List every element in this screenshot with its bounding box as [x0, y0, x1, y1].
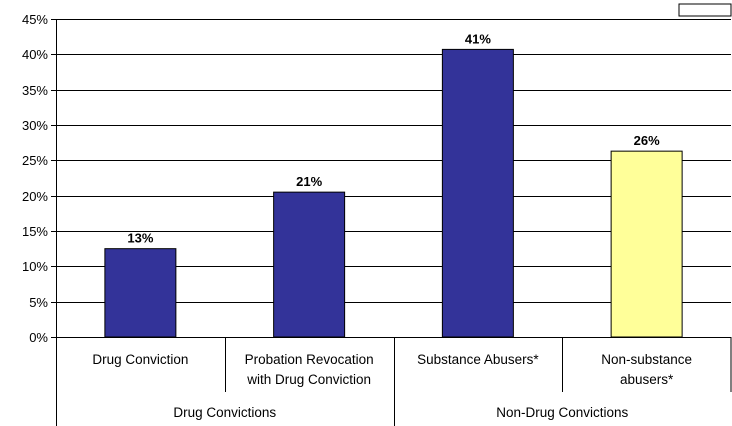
data-label: 26% [634, 133, 660, 148]
group-label: Drug Convictions [173, 405, 276, 420]
group-labels: Drug Convictions Non-Drug Convictions [173, 405, 628, 420]
bar [610, 150, 683, 338]
y-tick-label: 30% [22, 118, 48, 133]
category-label: abusers* [620, 372, 674, 387]
category-label: Drug Conviction [92, 352, 188, 367]
group-label: Non-Drug Convictions [496, 405, 628, 420]
category-label: Substance Abusers* [417, 352, 539, 367]
bar [441, 48, 514, 338]
y-tick-label: 5% [29, 295, 48, 310]
category-label: with Drug Conviction [246, 372, 371, 387]
data-label: 41% [465, 31, 491, 46]
y-tick-label: 35% [22, 83, 48, 98]
y-tick-label: 40% [22, 47, 48, 62]
data-label: 21% [296, 174, 322, 189]
bar [104, 248, 177, 338]
y-axis-ticks: 0% 5% 10% 15% 20% 25% 30% 35% 40% 45% [22, 12, 56, 345]
axes [56, 19, 732, 426]
y-tick-label: 20% [22, 189, 48, 204]
category-label: Probation Revocation [245, 352, 374, 367]
y-tick-label: 25% [22, 153, 48, 168]
category-label: Non-substance [601, 352, 692, 367]
bar [273, 191, 346, 338]
y-tick-label: 15% [22, 224, 48, 239]
category-labels: Drug Conviction Probation Revocation with … [92, 352, 692, 387]
y-tick-label: 0% [29, 330, 48, 345]
data-label: 13% [127, 231, 153, 246]
y-tick-label: 45% [22, 12, 48, 27]
bars [104, 48, 683, 338]
y-tick-label: 10% [22, 259, 48, 274]
data-labels: 13% 21% 41% 26% [127, 31, 660, 245]
legend-box [678, 3, 732, 17]
